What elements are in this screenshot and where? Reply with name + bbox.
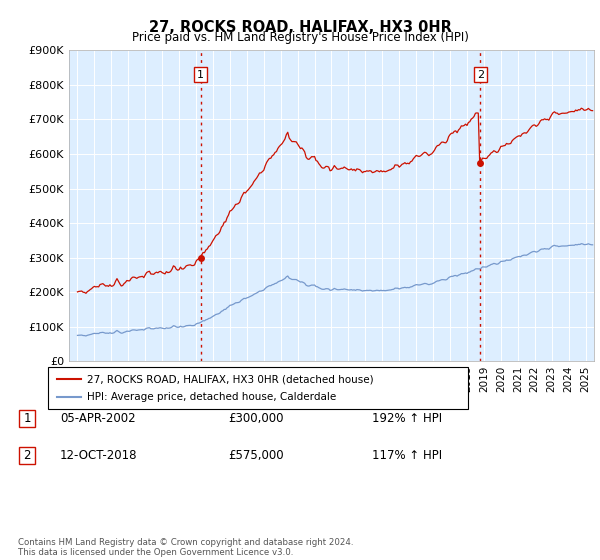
Text: HPI: Average price, detached house, Calderdale: HPI: Average price, detached house, Cald… [87, 392, 336, 402]
Text: 12-OCT-2018: 12-OCT-2018 [60, 449, 137, 462]
Text: Contains HM Land Registry data © Crown copyright and database right 2024.
This d: Contains HM Land Registry data © Crown c… [18, 538, 353, 557]
Text: 2: 2 [23, 449, 31, 462]
Text: 1: 1 [23, 412, 31, 426]
Text: £575,000: £575,000 [228, 449, 284, 462]
Text: 2: 2 [477, 69, 484, 80]
Text: £300,000: £300,000 [228, 412, 284, 426]
Text: 192% ↑ HPI: 192% ↑ HPI [372, 412, 442, 426]
Text: 27, ROCKS ROAD, HALIFAX, HX3 0HR: 27, ROCKS ROAD, HALIFAX, HX3 0HR [149, 20, 451, 35]
Text: 1: 1 [197, 69, 204, 80]
Text: 27, ROCKS ROAD, HALIFAX, HX3 0HR (detached house): 27, ROCKS ROAD, HALIFAX, HX3 0HR (detach… [87, 374, 374, 384]
Text: Price paid vs. HM Land Registry's House Price Index (HPI): Price paid vs. HM Land Registry's House … [131, 31, 469, 44]
Text: 05-APR-2002: 05-APR-2002 [60, 412, 136, 426]
Text: 117% ↑ HPI: 117% ↑ HPI [372, 449, 442, 462]
